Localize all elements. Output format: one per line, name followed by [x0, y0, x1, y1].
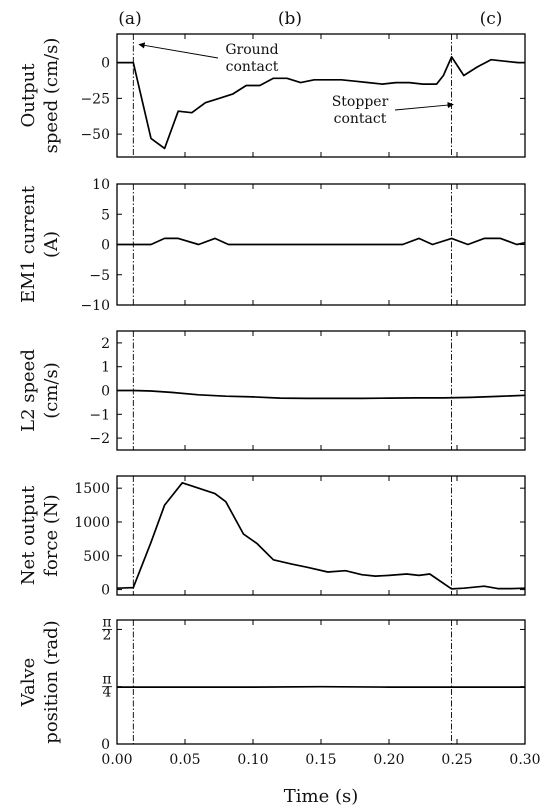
segment-label: (c)	[480, 9, 503, 29]
segment-label: (b)	[278, 9, 302, 29]
annotation-text: contact	[334, 111, 387, 127]
annotation-text: Stopper	[332, 94, 389, 110]
y-axis-label: force (N)	[41, 494, 62, 576]
y-tick-label: 0	[101, 583, 110, 599]
y-tick-label: 0	[101, 56, 110, 72]
series-line-4	[116, 481, 526, 590]
y-tick-label: π2	[102, 614, 112, 643]
y-tick-label: 500	[83, 549, 110, 565]
x-tick-label: 0.20	[373, 752, 404, 768]
y-axis-label: (A)	[41, 231, 62, 258]
panel-1: 0 −25 −50 Output speed (cm/s)	[18, 33, 526, 158]
x-tick-label: 0.25	[441, 752, 472, 768]
annotation-text: contact	[226, 59, 279, 75]
y-tick-label: 0	[101, 384, 110, 400]
segment-label: (a)	[118, 9, 141, 29]
x-tick-label: 0.10	[237, 752, 268, 768]
y-tick-label: −25	[80, 91, 110, 107]
y-axis-label: EM1 current	[18, 185, 39, 303]
x-tick-label: 0.15	[305, 752, 336, 768]
axes-frame	[116, 475, 526, 596]
x-tick-label: 0.30	[509, 752, 540, 768]
axes-frame	[116, 619, 526, 745]
x-tick-label: 0.00	[101, 752, 132, 768]
x-axis-label: Time (s)	[284, 786, 359, 807]
y-tick-label-den: 2	[103, 627, 112, 643]
y-tick-label: −2	[89, 431, 110, 447]
y-tick-label: −50	[80, 127, 110, 143]
y-tick-label: 10	[92, 177, 110, 193]
y-tick-label: 1500	[74, 481, 110, 497]
y-axis-label: Net output	[18, 485, 39, 585]
series-line-2	[117, 237, 526, 246]
axes-frame	[116, 33, 526, 158]
annotation-arrow	[394, 101, 454, 111]
y-axis-label: position (rad)	[41, 620, 62, 743]
y-tick-label: −10	[80, 298, 110, 314]
y-tick-label: 2	[101, 336, 110, 352]
annotation-arrow	[138, 42, 219, 59]
series-line-1	[117, 56, 525, 150]
y-tick-label: −1	[89, 407, 110, 423]
y-tick-label: 0	[101, 238, 110, 254]
y-axis-label: L2 speed	[18, 349, 39, 432]
annotation-text: Ground	[225, 42, 278, 58]
y-axis-label: (cm/s)	[41, 362, 62, 419]
panel-2: 10 5 0 −5 −10 EM1 current (A)	[18, 177, 526, 314]
y-axis-label: Output	[18, 63, 39, 128]
y-axis-label: Valve	[18, 658, 39, 708]
y-tick-label: −5	[89, 268, 110, 284]
y-tick-label: 1000	[74, 515, 110, 531]
axes-frame	[116, 330, 526, 451]
y-tick-label: π4	[102, 672, 112, 701]
y-tick-label: 1	[101, 360, 110, 376]
y-tick-label-num: π	[102, 614, 111, 630]
x-tick-label: 0.05	[169, 752, 200, 768]
series-line-3	[117, 389, 526, 400]
y-tick-label: 5	[101, 207, 110, 223]
y-tick-label: 0	[101, 737, 110, 753]
y-tick-label-num: π	[102, 672, 111, 688]
panel-3: 2 1 0 −1 −2 L2 speed (cm/s)	[18, 330, 526, 451]
y-tick-label-den: 4	[103, 685, 112, 701]
panel-4: 1500 1000 500 0 Net output force (N)	[18, 475, 526, 599]
y-axis-label: speed (cm/s)	[41, 38, 62, 154]
